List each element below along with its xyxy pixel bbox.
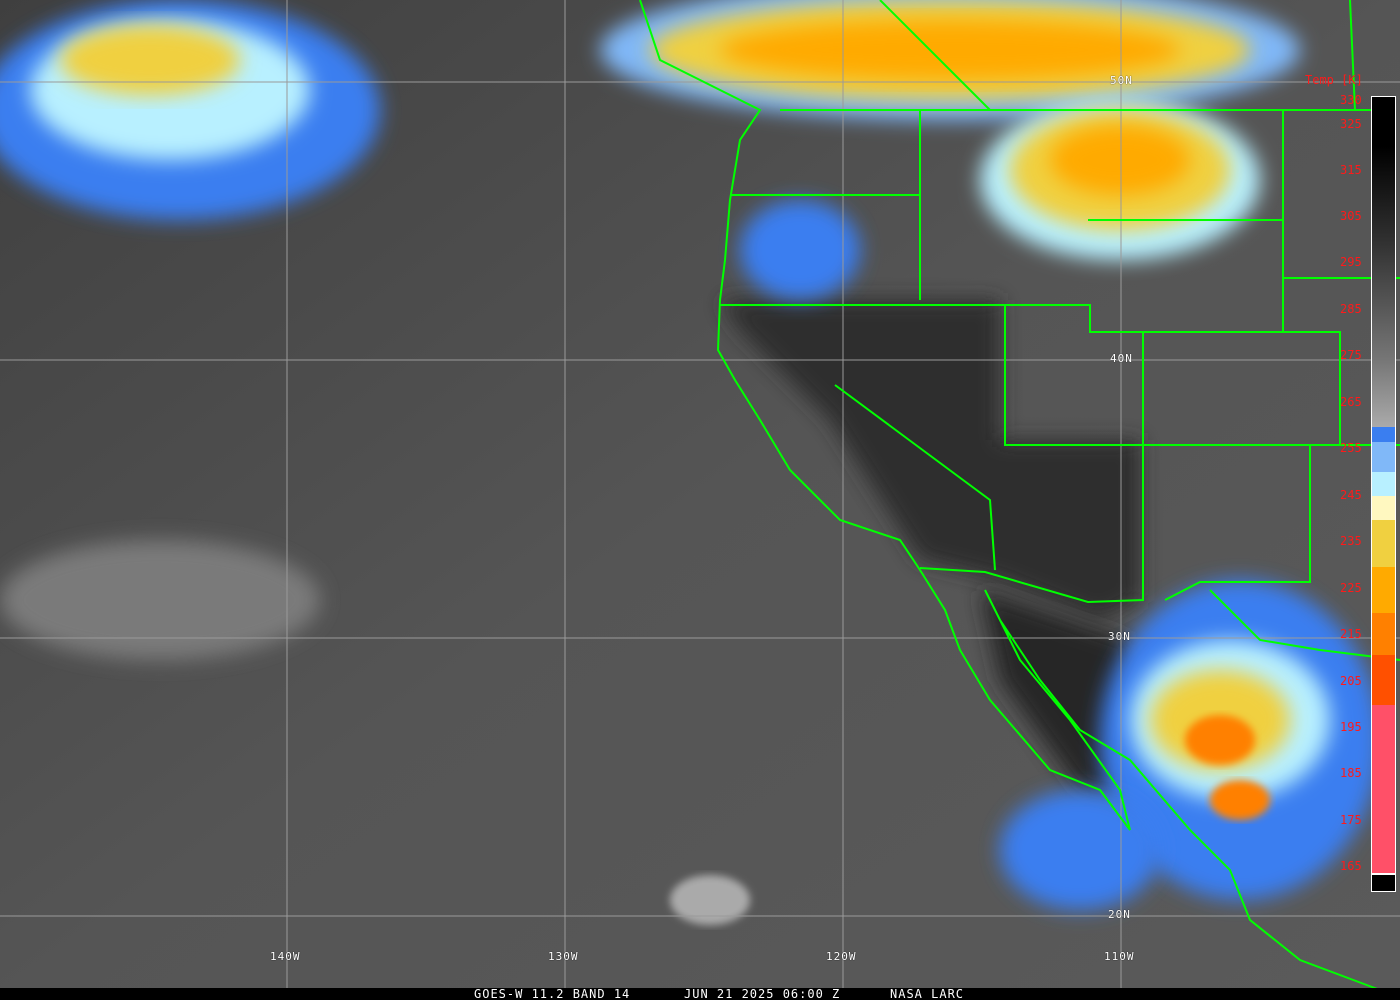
colorbar-tick: 330 [1340, 93, 1362, 107]
land-region [720, 300, 1140, 620]
colorbar-title: Temp [K] [1305, 73, 1363, 87]
image-caption-bar: GOES-W 11.2 BAND 14 JUN 21 2025 06:00 Z … [0, 988, 1400, 1000]
colorbar-tick: 185 [1340, 766, 1362, 780]
land-region [980, 590, 1140, 800]
colorbar-tick: 225 [1340, 581, 1362, 595]
colorbar-tick: 275 [1340, 348, 1362, 362]
colorbar-tick: 285 [1340, 302, 1362, 316]
longitude-label: 130W [548, 950, 579, 963]
political-boundaries [639, 0, 1400, 991]
satellite-band-label: GOES-W 11.2 BAND 14 [474, 987, 631, 1000]
longitude-label: 120W [826, 950, 857, 963]
source-label: NASA LARC [890, 987, 965, 1000]
colorbar-tick: 235 [1340, 534, 1362, 548]
colorbar-tick: 265 [1340, 395, 1362, 409]
colorbar-tick: 175 [1340, 813, 1362, 827]
longitude-label: 140W [270, 950, 301, 963]
latitude-label: 30N [1108, 630, 1131, 643]
temperature-colorbar [1371, 96, 1396, 892]
colorbar-tick: 305 [1340, 209, 1362, 223]
colorbar-tick: 215 [1340, 627, 1362, 641]
latitude-label: 40N [1110, 352, 1133, 365]
colorbar-tick: 205 [1340, 674, 1362, 688]
colorbar-tick: 245 [1340, 488, 1362, 502]
colorbar-tick: 295 [1340, 255, 1362, 269]
latitude-label: 50N [1110, 74, 1133, 87]
colorbar-tick: 255 [1340, 441, 1362, 455]
cloud-systems [0, 0, 1380, 925]
colorbar-tick: 195 [1340, 720, 1362, 734]
latitude-label: 20N [1108, 908, 1131, 921]
colorbar-tick: 315 [1340, 163, 1362, 177]
colorbar-tick: 325 [1340, 117, 1362, 131]
datetime-label: JUN 21 2025 06:00 Z [684, 987, 841, 1000]
longitude-label: 110W [1104, 950, 1135, 963]
colorbar-tick: 165 [1340, 859, 1362, 873]
